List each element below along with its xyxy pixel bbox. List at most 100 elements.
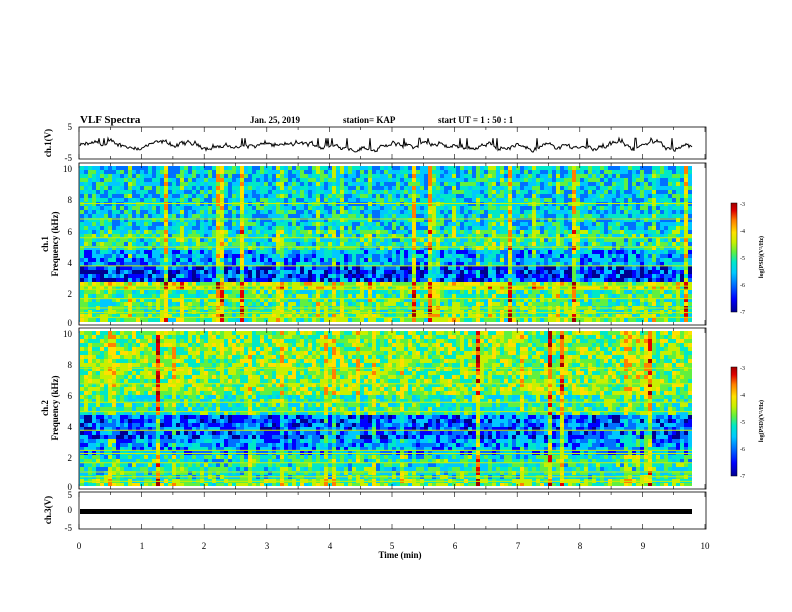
spectrogram-cell (160, 194, 164, 198)
spectrogram-cell (372, 186, 376, 190)
spectrogram-cell (420, 190, 424, 194)
spectrogram-cell (220, 258, 224, 262)
spectrogram-cell (500, 182, 504, 186)
spectrogram-cell (516, 250, 520, 254)
spectrogram-cell (240, 282, 244, 286)
spectrogram-cell (384, 278, 388, 282)
spectrogram-cell (116, 262, 120, 266)
spectrogram-cell (200, 190, 204, 194)
spectrogram-cell (528, 266, 532, 270)
spectrogram-cell (236, 290, 240, 294)
spectrogram-cell (120, 258, 124, 262)
spectrogram-cell (212, 226, 216, 230)
spectrogram-cell (484, 174, 488, 178)
spectrogram-cell (348, 190, 352, 194)
spectrogram-cell (380, 258, 384, 262)
spectrogram-cell (412, 194, 416, 198)
spectrogram-cell (640, 278, 644, 282)
spectrogram-cell (88, 194, 92, 198)
spectrogram-cell (288, 294, 292, 298)
spectrogram-cell (88, 214, 92, 218)
spectrogram-cell (324, 186, 328, 190)
spectrogram-cell (484, 246, 488, 250)
spectrogram-cell (312, 170, 316, 174)
spectrogram-cell (564, 282, 568, 286)
spectrogram-cell (364, 174, 368, 178)
spectrogram-cell (296, 258, 300, 262)
spectrogram-cell (164, 242, 168, 246)
spectrogram-cell (348, 246, 352, 250)
station-label: station= KAP (343, 115, 396, 125)
spectrogram-cell (260, 198, 264, 202)
spectrogram-cell (420, 234, 424, 238)
spectrogram-cell (412, 210, 416, 214)
spectrogram-cell (204, 190, 208, 194)
spectrogram-cell (324, 282, 328, 286)
spectrogram-cell (380, 166, 384, 170)
spectrogram-cell (148, 270, 152, 274)
spectrogram-cell (588, 290, 592, 294)
spectrogram-cell (652, 258, 656, 262)
spectrogram-cell (440, 226, 444, 230)
spectrogram-cell (84, 234, 88, 238)
spectrogram-cell (456, 282, 460, 286)
spectrogram-cell (332, 202, 336, 206)
spectrogram-cell (408, 250, 412, 254)
spectrogram-cell (628, 194, 632, 198)
spectrogram-cell (640, 230, 644, 234)
spectrogram-cell (616, 194, 620, 198)
spectrogram-cell (572, 194, 576, 198)
spectrogram-cell (500, 238, 504, 242)
spectrogram-cell (684, 170, 688, 174)
spectrogram-cell (236, 206, 240, 210)
spectrogram-cell (664, 226, 668, 230)
spectrogram-cell (344, 174, 348, 178)
spectrogram-cell (140, 226, 144, 230)
spectrogram-cell (168, 254, 172, 258)
spectrogram-cell (124, 222, 128, 226)
spectrogram-cell (180, 210, 184, 214)
spectrogram-cell (168, 266, 172, 270)
spectrogram-cell (568, 190, 572, 194)
spectrogram-cell (148, 234, 152, 238)
spectrogram-cell (272, 194, 276, 198)
spectrogram-cell (244, 174, 248, 178)
spectrogram-cell (244, 166, 248, 170)
spectrogram-cell (80, 238, 84, 242)
spectrogram-cell (672, 270, 676, 274)
spectrogram-cell (652, 202, 656, 206)
spectrogram-cell (132, 234, 136, 238)
spectrogram-cell (184, 286, 188, 290)
spectrogram-cell (348, 262, 352, 266)
spectrogram-cell (292, 238, 296, 242)
spectrogram-cell (204, 258, 208, 262)
spectrogram-cell (680, 182, 684, 186)
spectrogram-cell (248, 254, 252, 258)
spectrogram-cell (324, 194, 328, 198)
spectrogram-cell (484, 266, 488, 270)
spectrogram-cell (376, 258, 380, 262)
spectrogram-cell (616, 214, 620, 218)
spectrogram-cell (148, 194, 152, 198)
spectrogram-cell (388, 262, 392, 266)
spectrogram-cell (504, 202, 508, 206)
spectrogram-cell (576, 282, 580, 286)
spectrogram-cell (364, 238, 368, 242)
spectrogram-cell (312, 182, 316, 186)
spectrogram-cell (84, 250, 88, 254)
spectrogram-cell (556, 170, 560, 174)
spectrogram-cell (260, 218, 264, 222)
spectrogram-cell (300, 266, 304, 270)
spectrogram-cell (312, 290, 316, 294)
spectrogram-cell (636, 238, 640, 242)
spectrogram-cell (660, 210, 664, 214)
spectrogram-cell (232, 274, 236, 278)
spectrogram-cell (492, 242, 496, 246)
spectrogram-cell (636, 230, 640, 234)
spectrogram-cell (424, 186, 428, 190)
spectrogram-cell (592, 274, 596, 278)
spectrogram-cell (532, 286, 536, 290)
spectrogram-cell (372, 210, 376, 214)
spectrogram-cell (308, 274, 312, 278)
